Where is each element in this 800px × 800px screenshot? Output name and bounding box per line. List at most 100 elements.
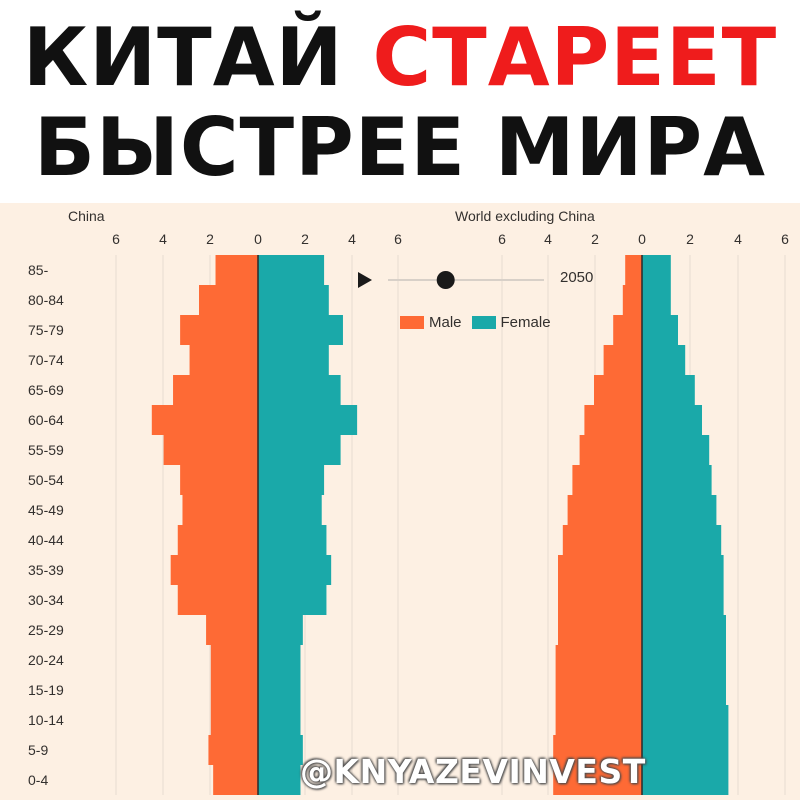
bar-female — [258, 615, 303, 645]
bar-male — [170, 555, 258, 585]
bar-female — [258, 585, 327, 615]
bar-male — [553, 765, 642, 795]
bar-male — [189, 345, 258, 375]
bar-female — [642, 765, 729, 795]
bar-female — [642, 495, 717, 525]
x-tick-label: 2 — [301, 231, 309, 247]
category-label: 70-74 — [28, 352, 64, 368]
bar-male — [208, 735, 258, 765]
category-label: 60-64 — [28, 412, 64, 428]
bar-male — [210, 705, 258, 735]
bar-male — [163, 435, 258, 465]
category-label: 80-84 — [28, 292, 64, 308]
bar-female — [642, 465, 712, 495]
legend-item-male: Male — [400, 314, 462, 331]
bar-male — [177, 585, 258, 615]
year-slider[interactable] — [386, 270, 546, 290]
x-tick-label: 2 — [591, 231, 599, 247]
bar-female — [258, 705, 301, 735]
bar-male — [210, 645, 258, 675]
panel-title: China — [68, 208, 105, 224]
bar-male — [213, 765, 258, 795]
bar-female — [258, 675, 301, 705]
bar-male — [558, 555, 642, 585]
bar-female — [642, 315, 678, 345]
bar-female — [642, 375, 695, 405]
category-label: 20-24 — [28, 652, 64, 668]
bar-female — [642, 345, 686, 375]
bar-male — [199, 285, 258, 315]
x-tick-label: 2 — [686, 231, 694, 247]
legend-swatch-male — [400, 316, 424, 329]
category-label: 45-49 — [28, 502, 64, 518]
pyramid-world-excluding-china: World excluding China 6 6 4 2 0 2 4 6 — [394, 208, 789, 795]
bar-female — [258, 285, 329, 315]
x-tick-label: 4 — [348, 231, 356, 247]
bar-female — [258, 765, 301, 795]
x-tick-label: 4 — [734, 231, 742, 247]
bar-female — [642, 285, 671, 315]
watermark: @KNYAZEVINVEST — [300, 752, 646, 791]
x-tick-label: 0 — [638, 231, 646, 247]
bar-female — [642, 255, 671, 285]
bar-female — [258, 555, 332, 585]
year-label: 2050 — [560, 269, 594, 286]
bar-female — [642, 615, 726, 645]
bar-male — [210, 675, 258, 705]
bar-female — [258, 345, 329, 375]
x-tick-label: 6 — [112, 231, 120, 247]
bar-female — [258, 465, 325, 495]
bar-female — [642, 555, 724, 585]
x-tick-label: 6 — [781, 231, 789, 247]
category-label: 0-4 — [28, 772, 48, 788]
legend-item-female: Female — [471, 314, 551, 331]
bar-male — [177, 525, 258, 555]
bar-male — [182, 495, 258, 525]
bar-male — [558, 585, 642, 615]
bar-female — [642, 675, 726, 705]
category-label: 75-79 — [28, 322, 64, 338]
x-tick-label: 4 — [159, 231, 167, 247]
bar-male — [180, 465, 258, 495]
x-tick-label: 4 — [544, 231, 552, 247]
bar-male — [603, 345, 642, 375]
bar-female — [642, 735, 729, 765]
bar-male — [555, 675, 642, 705]
category-label: 35-39 — [28, 562, 64, 578]
bar-female — [258, 645, 301, 675]
bar-male — [206, 615, 258, 645]
headline-text: КИТАЙ — [22, 11, 373, 104]
category-label: 40-44 — [28, 532, 64, 548]
bar-male — [625, 255, 642, 285]
bar-female — [642, 405, 702, 435]
bar-female — [258, 375, 341, 405]
bar-female — [258, 405, 358, 435]
x-tick-label: 6 — [394, 231, 402, 247]
x-tick-label: 0 — [254, 231, 262, 247]
bar-female — [642, 585, 724, 615]
category-label: 30-34 — [28, 592, 64, 608]
bar-female — [258, 255, 325, 285]
x-tick-label: 2 — [206, 231, 214, 247]
bar-male — [558, 615, 642, 645]
bar-male — [180, 315, 258, 345]
legend-label-male: Male — [429, 314, 462, 331]
bar-female — [258, 435, 341, 465]
bar-female — [258, 525, 327, 555]
bar-male — [567, 495, 642, 525]
bar-male — [622, 285, 642, 315]
slider-handle[interactable] — [436, 271, 455, 289]
bar-male — [572, 465, 642, 495]
bar-male — [215, 255, 258, 285]
bar-male — [584, 405, 642, 435]
play-icon[interactable] — [356, 270, 374, 290]
category-label: 25-29 — [28, 622, 64, 638]
category-label: 85- — [28, 262, 49, 278]
legend-label-female: Female — [500, 314, 551, 331]
headline-accent-text: СТАРЕЕТ — [372, 11, 778, 104]
x-tick-label: 6 — [498, 231, 506, 247]
category-label: 5-9 — [28, 742, 48, 758]
category-label: 50-54 — [28, 472, 64, 488]
bar-male — [594, 375, 642, 405]
